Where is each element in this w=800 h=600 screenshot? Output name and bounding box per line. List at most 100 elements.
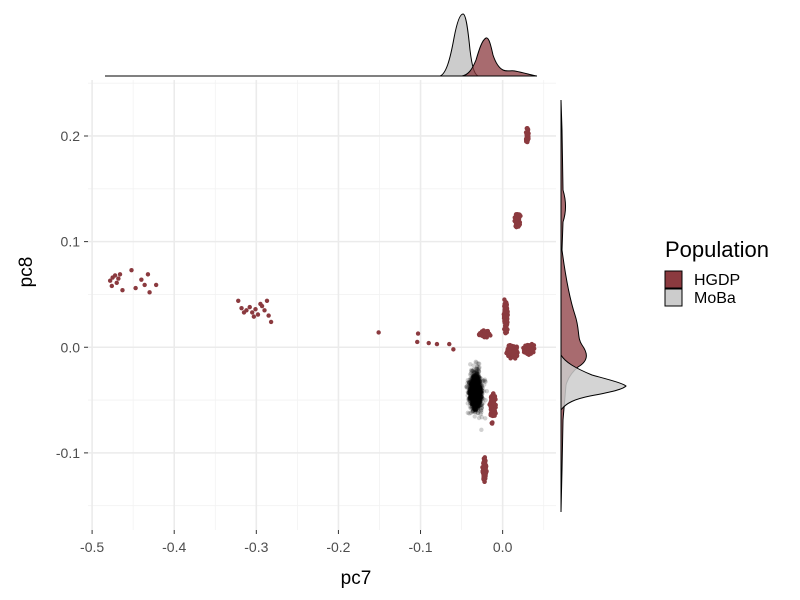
moba-point [471,380,477,386]
moba-point [469,386,474,392]
moba-point [479,402,485,407]
moba-point [475,384,480,389]
moba-point [476,384,481,389]
moba-point [473,407,478,412]
moba-point [471,404,476,410]
moba-point [474,360,479,365]
moba-point [471,406,476,411]
moba-point [483,379,488,384]
moba-point [469,393,475,398]
moba-point [475,394,481,400]
moba-point [472,403,478,409]
moba-point [474,389,480,394]
moba-point [474,368,479,374]
moba-point [471,387,476,393]
moba-point [474,386,479,391]
moba-point [473,404,479,410]
moba-point [473,375,479,380]
moba-point [473,398,478,404]
moba-point [474,391,479,397]
hgdp-point [512,349,517,354]
moba-point [478,386,483,392]
moba-point [469,386,474,392]
hgdp-point [491,401,496,406]
moba-point [469,393,474,398]
moba-point [471,381,477,386]
moba-point [474,392,479,397]
moba-point [474,393,479,398]
moba-point [471,385,476,390]
moba-point [474,390,480,396]
moba-point [473,389,478,395]
moba-point [472,385,478,390]
moba-point [466,379,471,385]
moba-point [472,381,477,386]
moba-point [471,394,476,400]
plot-panel [84,80,556,534]
moba-point [473,388,479,393]
moba-point [470,372,476,377]
moba-point [473,392,478,397]
moba-point [472,386,478,391]
moba-point [473,381,478,386]
moba-point [472,395,478,400]
hgdp-point [525,346,530,351]
moba-point [472,389,477,395]
moba-point [473,384,479,389]
moba-point [472,385,478,391]
moba-point [478,411,483,417]
moba-point [479,388,485,393]
hgdp-point [153,282,159,288]
moba-point [478,379,483,384]
moba-point [474,396,479,402]
moba-point [471,388,476,393]
moba-point [476,386,481,391]
moba-point [470,387,475,393]
moba-point [474,369,480,374]
moba-point [475,388,481,393]
moba-point [474,397,480,403]
moba-point [475,377,480,382]
moba-point [472,394,478,399]
moba-point [476,390,482,396]
hgdp-point [120,288,125,293]
moba-point [475,396,480,401]
moba-point [471,392,477,398]
moba-point [465,389,471,395]
moba-point [475,364,480,369]
moba-point [474,389,479,394]
moba-point [473,374,478,379]
moba-point [474,394,479,400]
moba-point [477,397,483,403]
right-marginal-density [560,99,627,513]
moba-point [473,380,479,386]
moba-point [479,384,485,389]
moba-point [475,383,480,388]
moba-point [467,390,472,395]
moba-point [469,401,475,406]
moba-point [468,362,473,367]
moba-point [472,394,477,399]
moba-point [472,394,477,399]
moba-point [473,395,478,401]
moba-point [472,389,478,394]
moba-point [475,375,480,380]
moba-point [469,394,475,400]
moba-point [477,382,482,388]
moba-point [471,388,477,393]
moba-point [473,388,478,393]
moba-point [475,396,480,402]
moba-point [472,390,477,395]
moba-point [469,388,475,393]
moba-point [472,391,477,396]
moba-point [474,399,480,404]
moba-point [471,399,477,405]
moba-point [474,393,480,398]
moba-point [472,394,478,400]
moba-point [473,376,479,381]
moba-point [472,374,477,379]
moba-point [474,387,479,392]
moba-point [473,390,478,395]
moba-point [471,394,477,399]
moba-point [471,395,476,400]
